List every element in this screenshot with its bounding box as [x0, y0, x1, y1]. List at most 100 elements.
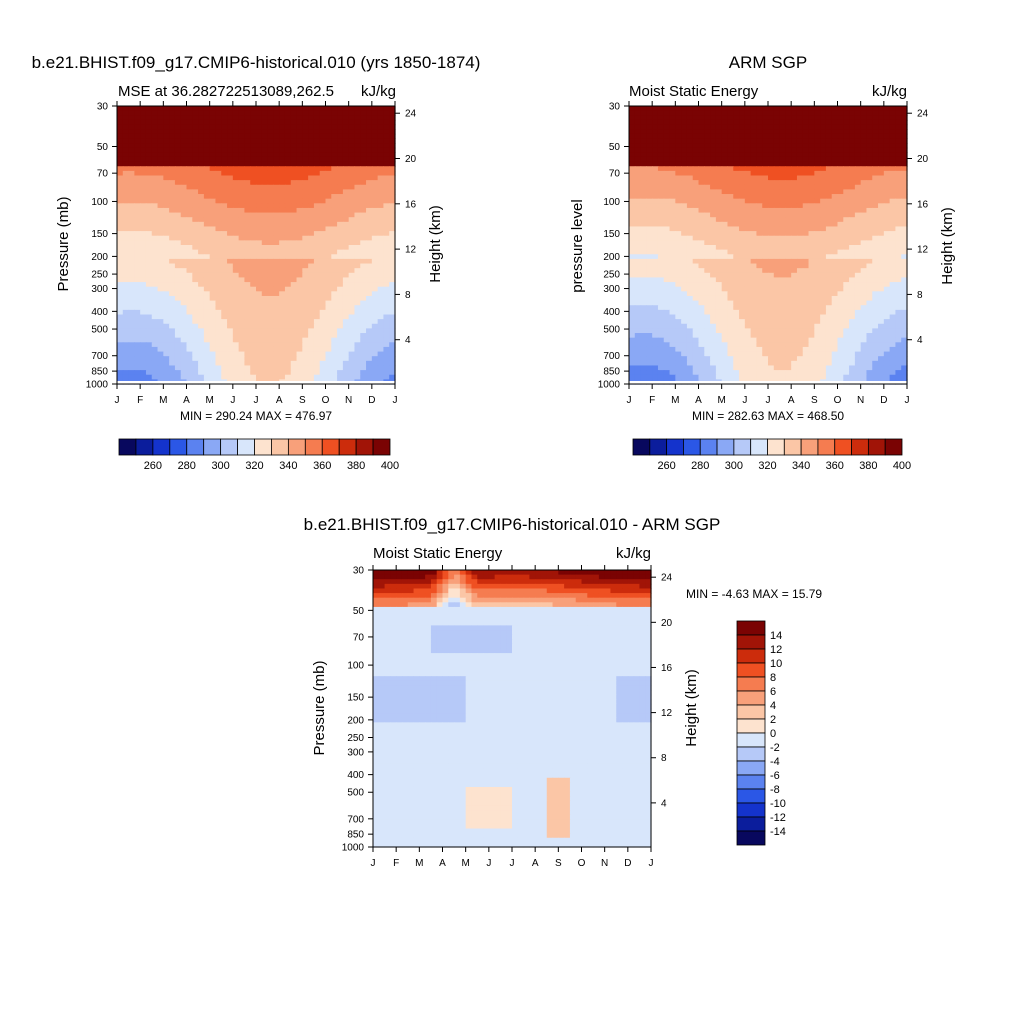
contour-cell — [739, 115, 745, 120]
contour-cell — [745, 217, 751, 222]
contour-cell — [884, 115, 890, 120]
contour-cell — [664, 115, 670, 120]
contour-cell — [814, 231, 820, 236]
contour-cell — [843, 162, 849, 167]
contour-cell — [349, 203, 355, 208]
contour-cell — [268, 176, 274, 181]
contour-cell — [646, 125, 652, 130]
contour-cell — [256, 333, 262, 338]
contour-cell — [360, 111, 366, 116]
contour-cell — [192, 333, 198, 338]
contour-cell — [675, 171, 681, 176]
contour-cell — [279, 273, 285, 278]
contour-cell — [302, 231, 308, 236]
contour-cell — [297, 217, 303, 222]
contour-cell — [314, 208, 320, 213]
contour-cell — [302, 138, 308, 143]
contour-cell — [314, 185, 320, 190]
contour-cell — [629, 208, 635, 213]
contour-cell — [233, 375, 239, 380]
contour-cell — [187, 236, 193, 241]
contour-cell — [838, 277, 844, 282]
contour-cell — [762, 189, 768, 194]
x-tick-label: M — [205, 395, 213, 406]
contour-cell — [210, 162, 216, 167]
contour-cell — [233, 236, 239, 241]
contour-cell — [239, 296, 245, 301]
contour-cell — [710, 296, 716, 301]
contour-cell — [751, 291, 757, 296]
contour-cell — [372, 301, 378, 306]
contour-cell — [129, 259, 135, 264]
contour-cell — [279, 268, 285, 273]
contour-cell — [652, 180, 658, 185]
contour-cell — [117, 111, 123, 116]
contour-cell — [890, 240, 896, 245]
contour-cell — [895, 291, 901, 296]
contour-cell — [809, 250, 815, 255]
contour-cell — [670, 245, 676, 250]
contour-cell — [652, 277, 658, 282]
contour-cell — [192, 125, 198, 130]
contour-cell — [699, 162, 705, 167]
contour-cell — [337, 199, 343, 204]
contour-cell — [820, 259, 826, 264]
contour-cell — [279, 199, 285, 204]
contour-cell — [658, 166, 664, 171]
contour-cell — [239, 264, 245, 269]
contour-cell — [372, 199, 378, 204]
contour-cell — [117, 120, 123, 125]
contour-cell — [855, 111, 861, 116]
contour-cell — [814, 240, 820, 245]
contour-cell — [884, 240, 890, 245]
contour-cell — [895, 162, 901, 167]
contour-cell — [204, 324, 210, 329]
contour-cell — [670, 171, 676, 176]
contour-cell — [158, 194, 164, 199]
contour-cell — [175, 217, 181, 222]
contour-cell — [239, 171, 245, 176]
contour-cell — [302, 236, 308, 241]
contour-cell — [838, 203, 844, 208]
contour-cell — [838, 138, 844, 143]
contour-cell — [378, 240, 384, 245]
contour-cell — [797, 254, 803, 259]
contour-cell — [297, 189, 303, 194]
contour-cell — [704, 189, 710, 194]
contour-cell — [354, 370, 360, 375]
contour-cell — [716, 111, 722, 116]
contour-cell — [884, 125, 890, 130]
contour-cell — [378, 236, 384, 241]
contour-cell — [826, 282, 832, 287]
contour-cell — [687, 282, 693, 287]
contour-cell — [343, 106, 349, 111]
contour-cell — [285, 203, 291, 208]
contour-cell — [268, 125, 274, 130]
contour-cell — [629, 162, 635, 167]
contour-cell — [768, 213, 774, 218]
contour-cell — [244, 287, 250, 292]
contour-cell — [343, 347, 349, 352]
contour-cell — [273, 208, 279, 213]
contour-cell — [140, 231, 146, 236]
contour-cell — [803, 138, 809, 143]
contour-cell — [895, 166, 901, 171]
contour-cell — [175, 347, 181, 352]
contour-cell — [372, 213, 378, 218]
contour-cell — [843, 254, 849, 259]
contour-cell — [123, 305, 129, 310]
contour-cell — [890, 254, 896, 259]
contour-cell — [169, 194, 175, 199]
contour-cell — [181, 352, 187, 357]
contour-cell — [751, 189, 757, 194]
contour-cell — [233, 352, 239, 357]
contour-cell — [809, 111, 815, 116]
contour-cell — [210, 277, 216, 282]
contour-cell — [866, 180, 872, 185]
contour-cell — [716, 171, 722, 176]
contour-cell — [890, 282, 896, 287]
contour-cell — [716, 236, 722, 241]
contour-cell — [838, 106, 844, 111]
contour-cell — [843, 277, 849, 282]
contour-cell — [722, 236, 728, 241]
